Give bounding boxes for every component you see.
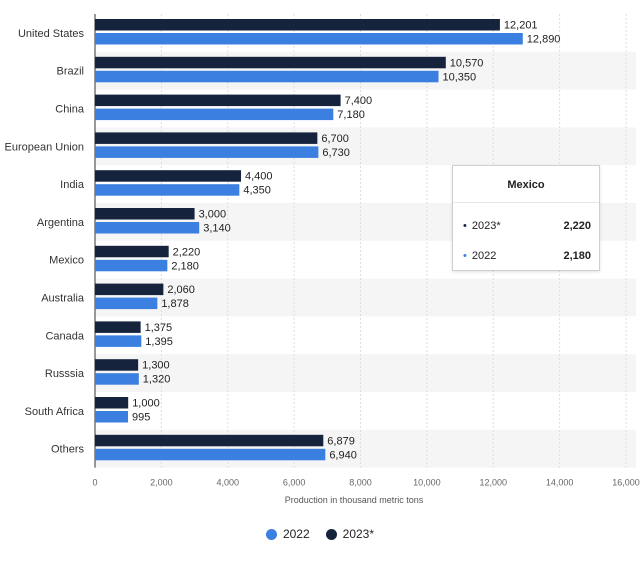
data-label: 2,220	[173, 246, 201, 258]
data-label: 12,890	[527, 34, 561, 46]
data-label: 3,000	[199, 209, 227, 221]
tooltip: Mexico 2023* 2,220 2022 2,180	[452, 165, 600, 271]
data-label: 1,375	[145, 322, 173, 334]
category-label: Mexico	[49, 255, 84, 267]
bar-chart: United States Brazil China European Union In…	[4, 14, 640, 505]
category-labels: United States Brazil China European Union In…	[4, 28, 84, 456]
category-label: United States	[18, 28, 85, 40]
bar-2022[interactable]	[95, 259, 168, 272]
bar-2022[interactable]	[95, 222, 200, 234]
bar-2023[interactable]	[95, 434, 324, 447]
bar-2023[interactable]	[95, 56, 446, 69]
x-tick-label: 2,000	[150, 478, 173, 488]
bar-2022[interactable]	[95, 335, 142, 347]
x-tick-label: 14,000	[546, 478, 574, 488]
row-bands	[95, 51, 636, 468]
x-axis-title: Production in thousand metric tons	[285, 495, 424, 505]
tooltip-value: 2,180	[563, 250, 591, 262]
x-axis-ticks: 0 2,000 4,000 6,000 8,000 10,000 12,000 14,000 1…	[92, 478, 639, 488]
data-label: 7,400	[345, 95, 373, 107]
bar-2023[interactable]	[95, 132, 318, 144]
data-label: 10,350	[442, 71, 476, 83]
category-label: Others	[51, 444, 85, 456]
tooltip-row-2022: 2022 2,180	[463, 250, 591, 262]
bar-2023[interactable]	[95, 170, 242, 182]
x-tick-label: 12,000	[479, 478, 507, 488]
data-label: 6,940	[329, 449, 357, 461]
data-label: 6,879	[327, 435, 355, 447]
data-label: 4,350	[243, 185, 271, 197]
bar-2023[interactable]	[95, 94, 341, 107]
data-label: 1,395	[145, 336, 173, 348]
data-label: 2,180	[171, 260, 199, 272]
legend-label-2022: 2022	[282, 527, 310, 541]
category-label: India	[60, 179, 85, 191]
bar-2022[interactable]	[95, 373, 139, 385]
category-label: Canada	[45, 330, 84, 342]
tooltip-series-name: 2022	[463, 250, 496, 262]
data-label: 7,180	[337, 109, 365, 121]
category-label: Australia	[41, 293, 85, 305]
bar-2022[interactable]	[95, 297, 158, 310]
category-label: China	[55, 104, 85, 116]
data-label: 4,400	[245, 171, 273, 183]
bar-2022[interactable]	[95, 33, 523, 45]
data-label: 1,000	[132, 398, 160, 410]
category-label: Argentina	[37, 217, 85, 229]
category-label: European Union	[4, 141, 84, 153]
x-tick-label: 4,000	[216, 478, 239, 488]
legend-label-2023: 2023*	[342, 527, 375, 541]
legend-item-2022[interactable]: 2022	[265, 527, 310, 541]
x-tick-label: 6,000	[283, 478, 306, 488]
bar-2023[interactable]	[95, 397, 129, 409]
bar-2022[interactable]	[95, 108, 334, 121]
bar-2023[interactable]	[95, 19, 500, 31]
bar-2022[interactable]	[95, 448, 326, 461]
bar-2023[interactable]	[95, 208, 195, 220]
x-tick-label: 16,000	[612, 478, 640, 488]
bars	[95, 19, 523, 461]
bar-2023[interactable]	[95, 245, 169, 258]
row-band	[95, 354, 636, 392]
x-tick-label: 8,000	[349, 478, 372, 488]
category-label: South Africa	[25, 406, 85, 418]
legend-dot-2023	[325, 528, 337, 540]
bar-2022[interactable]	[95, 70, 439, 83]
data-label: 2,060	[167, 284, 195, 296]
data-label: 6,700	[321, 133, 349, 145]
gridlines	[94, 14, 627, 468]
bar-2022[interactable]	[95, 411, 129, 423]
data-label: 12,201	[504, 20, 538, 32]
bar-2023[interactable]	[95, 321, 141, 333]
bar-2022[interactable]	[95, 184, 240, 196]
data-label: 1,300	[142, 360, 170, 372]
tooltip-row-2023: 2023* 2,220	[463, 220, 591, 232]
data-labels: 12,201 12,890 10,570 10,350 7,400 7,180 6,700 6…	[132, 20, 560, 462]
data-label: 1,878	[161, 298, 189, 310]
category-label: Brazil	[56, 66, 84, 78]
x-tick-label: 0	[92, 478, 97, 488]
bar-2022[interactable]	[95, 146, 319, 158]
tooltip-series-name: 2023*	[463, 220, 501, 232]
bar-2023[interactable]	[95, 359, 139, 371]
category-label: Russsia	[45, 368, 85, 380]
data-label: 3,140	[203, 223, 231, 235]
x-tick-label: 10,000	[413, 478, 441, 488]
bar-2023[interactable]	[95, 283, 164, 296]
row-band	[95, 278, 636, 317]
legend-dot-2022	[265, 528, 277, 540]
legend: 2022 2023*	[0, 527, 640, 541]
tooltip-title: Mexico	[453, 166, 599, 203]
data-label: 1,320	[143, 374, 171, 386]
data-label: 995	[132, 412, 150, 424]
tooltip-value: 2,220	[563, 220, 591, 232]
data-label: 10,570	[450, 57, 484, 69]
legend-item-2023[interactable]: 2023*	[325, 527, 375, 541]
data-label: 6,730	[322, 147, 350, 159]
